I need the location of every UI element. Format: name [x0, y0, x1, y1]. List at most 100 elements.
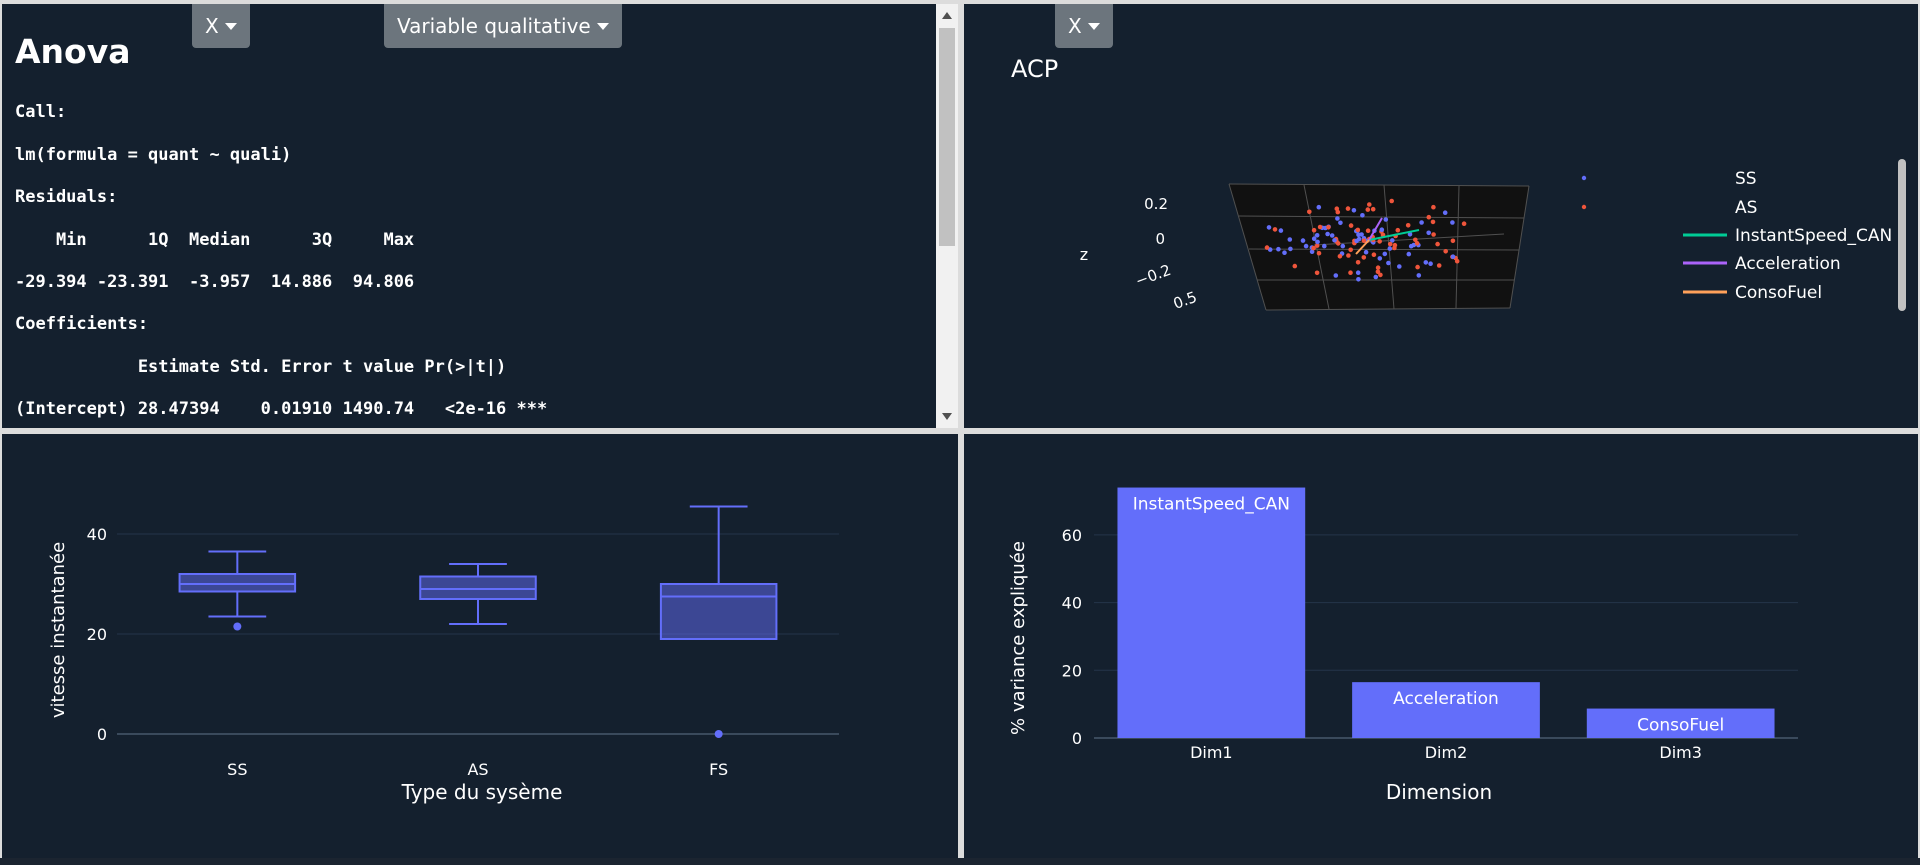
scatter-point: [1346, 253, 1351, 258]
box-marks: [178, 505, 778, 738]
legend-item-ss[interactable]: SS: [1581, 169, 1757, 189]
scatter-point: [1426, 230, 1431, 236]
boxplot-chart[interactable]: 0 20 40 SS AS FS Type du sysème vitesse inst…: [2, 434, 958, 858]
box-x-ticks: SS AS FS: [227, 760, 728, 779]
box-iqr: [178, 573, 297, 593]
x-tick-label: FS: [709, 760, 728, 779]
y-tick-label: 60: [1062, 526, 1082, 545]
y-tick-label: 40: [87, 525, 107, 544]
scatter-point: [1335, 216, 1340, 221]
scatter-point: [1378, 272, 1383, 278]
scatter-point: [1461, 221, 1467, 226]
bottom-strip: [0, 858, 1920, 865]
scatter-point: [1371, 252, 1377, 257]
scatter-point: [1367, 202, 1372, 207]
scatter-point: [1382, 251, 1388, 257]
coefficients-header: Estimate Std. Error t value Pr(>|t|): [15, 357, 507, 377]
scatter-point: [1348, 247, 1353, 253]
bar-data-label: Acceleration: [1393, 689, 1499, 709]
variance-bar-chart[interactable]: 0 20 40 60 InstantSpeed_CAN Acceleration Cons…: [964, 434, 1918, 858]
anova-output: Anova Call: lm(formula = quant ~ quali) …: [2, 4, 938, 428]
scatter-point: [1314, 270, 1320, 276]
scatter-point: [1414, 241, 1420, 246]
legend-item-as[interactable]: AS: [1581, 198, 1758, 218]
legend-item-consofuel[interactable]: ConsoFuel: [1683, 283, 1822, 303]
x-dropdown[interactable]: X: [192, 4, 250, 48]
legend-item-acceleration[interactable]: Acceleration: [1683, 254, 1841, 274]
scatter-point: [1431, 232, 1436, 237]
acp-legend[interactable]: SS AS InstantSpeed_CAN Acceleration Cons…: [1581, 169, 1892, 303]
scatter-point: [1278, 228, 1284, 233]
scatter-point: [1360, 213, 1365, 218]
scatter-point: [1436, 263, 1442, 268]
scatter-point: [1311, 227, 1317, 233]
scatter-point: [1361, 255, 1367, 260]
scatter-point: [1314, 243, 1320, 248]
bar-y-ticks: 0 20 40 60: [1062, 526, 1082, 748]
scatter-point: [1383, 217, 1389, 222]
coefficients-label: Coefficients:: [15, 314, 149, 334]
scatter-point: [1316, 204, 1322, 210]
scatter-point: [1365, 207, 1371, 212]
scatter-point: [1397, 264, 1402, 269]
scrollbar-thumb[interactable]: [939, 28, 955, 246]
variable-qualitative-dropdown[interactable]: Variable qualitative: [384, 4, 622, 48]
scroll-up-arrow-icon[interactable]: [942, 12, 952, 19]
residuals-values: -29.394 -23.391 -3.957 14.886 94.806: [15, 272, 415, 292]
scatter-point: [1300, 238, 1306, 243]
box-iqr: [659, 583, 778, 640]
box-y-axis-title: vitesse instantanée: [48, 542, 69, 718]
x-tick-label: Dim1: [1190, 743, 1233, 762]
bar-x-axis-title: Dimension: [1386, 780, 1492, 804]
scatter-point: [1431, 204, 1436, 210]
scatter-point: [1351, 208, 1357, 213]
variable-qualitative-label: Variable qualitative: [397, 14, 591, 38]
scatter-point: [1361, 238, 1367, 243]
acp-3d-chart[interactable]: ACP 0.2 0 −0.2 0.5 z SS: [964, 4, 1918, 428]
scatter-point: [1375, 269, 1381, 275]
scatter-point: [1406, 251, 1412, 257]
box-outlier: [233, 622, 242, 631]
scatter-point: [1288, 246, 1293, 252]
scatter-point: [1314, 233, 1320, 238]
legend-item-instantspeed[interactable]: InstantSpeed_CAN: [1683, 226, 1892, 246]
legend-scrollbar[interactable]: [1898, 159, 1906, 311]
x-dropdown-label: X: [205, 14, 219, 38]
vertical-scrollbar[interactable]: [936, 4, 958, 428]
scatter-point: [1355, 227, 1361, 233]
scatter-point: [1377, 239, 1382, 244]
scatter-point: [1276, 246, 1281, 252]
box-y-ticks: 0 20 40: [87, 525, 107, 744]
scroll-down-arrow-icon[interactable]: [942, 413, 952, 420]
x-tick-label: SS: [227, 760, 247, 779]
scatter-point: [1386, 260, 1391, 266]
scatter-point: [1325, 231, 1330, 237]
scatter-point: [1329, 233, 1335, 238]
scatter-point: [1356, 232, 1361, 238]
z-tick-label: 0: [1155, 230, 1165, 248]
scatter-point: [1355, 260, 1361, 265]
loading-vector-acceleration: [1368, 217, 1383, 241]
x-dropdown-acp[interactable]: X: [1055, 4, 1113, 48]
scatter-point: [1303, 243, 1309, 249]
scatter-point: [1292, 263, 1298, 269]
box-iqr: [419, 575, 537, 600]
scatter-point: [1266, 225, 1272, 230]
formula-line: lm(formula = quant ~ quali): [15, 145, 292, 165]
scatter-point: [1348, 223, 1354, 228]
scatter-point: [1442, 210, 1448, 215]
scatter-point: [1333, 273, 1339, 278]
bar-x-ticks: Dim1 Dim2 Dim3: [1190, 743, 1702, 762]
scatter-point: [1423, 260, 1429, 265]
legend-label: SS: [1735, 169, 1757, 189]
bar: [1586, 708, 1775, 738]
scatter-point: [1416, 273, 1422, 278]
scatter-point: [1443, 249, 1448, 254]
scatter-point: [1450, 254, 1456, 259]
marker-icon: [1581, 204, 1587, 210]
scatter-point: [1405, 223, 1411, 228]
anova-panel: Anova Call: lm(formula = quant ~ quali) …: [2, 4, 958, 428]
scatter-point: [1264, 245, 1270, 250]
scatter-point: [1348, 270, 1353, 276]
scatter-point: [1413, 237, 1418, 243]
